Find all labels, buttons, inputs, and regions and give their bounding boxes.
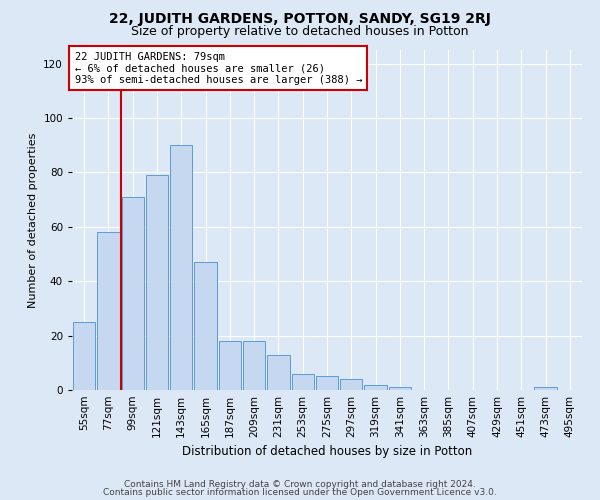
Bar: [267, 354, 290, 390]
Text: Size of property relative to detached houses in Potton: Size of property relative to detached ho…: [131, 25, 469, 38]
Bar: [340, 379, 362, 390]
Bar: [389, 388, 411, 390]
Bar: [292, 374, 314, 390]
Text: Contains public sector information licensed under the Open Government Licence v3: Contains public sector information licen…: [103, 488, 497, 497]
Bar: [146, 175, 168, 390]
Text: 22, JUDITH GARDENS, POTTON, SANDY, SG19 2RJ: 22, JUDITH GARDENS, POTTON, SANDY, SG19 …: [109, 12, 491, 26]
Text: Contains HM Land Registry data © Crown copyright and database right 2024.: Contains HM Land Registry data © Crown c…: [124, 480, 476, 489]
Bar: [97, 232, 119, 390]
Bar: [122, 197, 144, 390]
Bar: [194, 262, 217, 390]
Bar: [73, 322, 95, 390]
Bar: [535, 388, 557, 390]
Text: 22 JUDITH GARDENS: 79sqm
← 6% of detached houses are smaller (26)
93% of semi-de: 22 JUDITH GARDENS: 79sqm ← 6% of detache…: [74, 52, 362, 85]
Bar: [218, 341, 241, 390]
Bar: [243, 341, 265, 390]
Bar: [364, 384, 387, 390]
Bar: [170, 145, 193, 390]
Bar: [316, 376, 338, 390]
X-axis label: Distribution of detached houses by size in Potton: Distribution of detached houses by size …: [182, 446, 472, 458]
Y-axis label: Number of detached properties: Number of detached properties: [28, 132, 38, 308]
